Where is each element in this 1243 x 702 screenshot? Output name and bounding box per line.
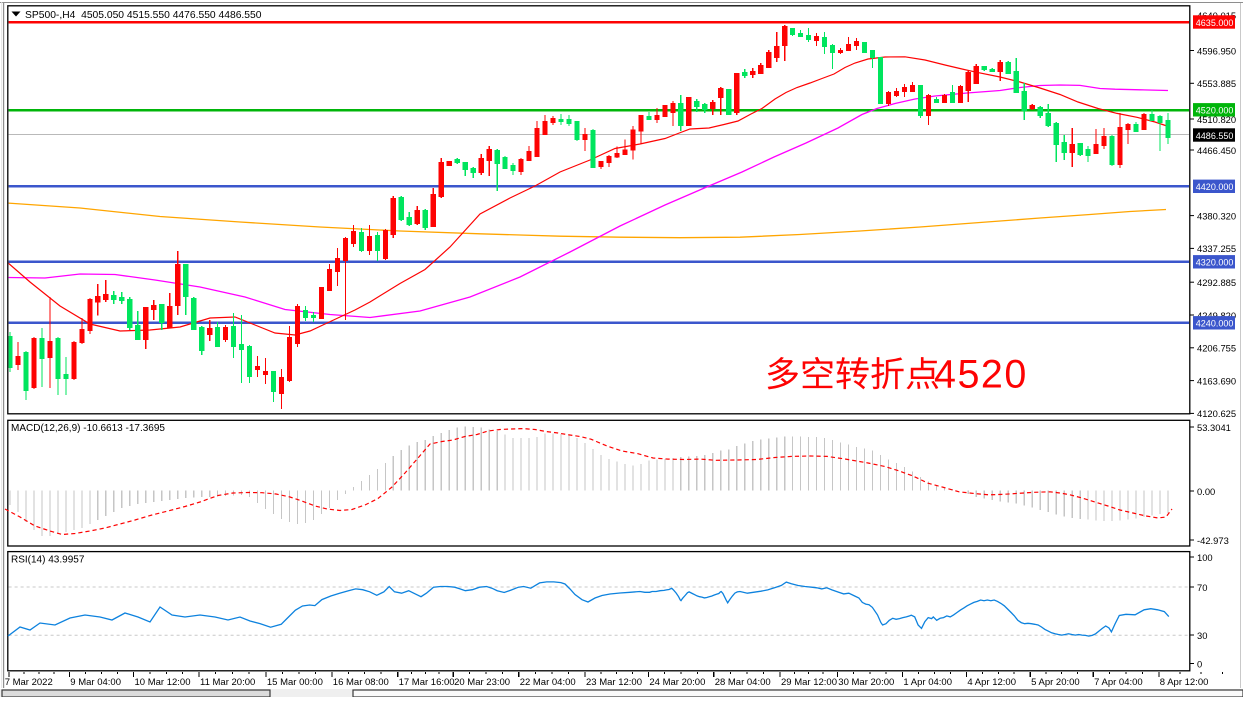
svg-text:4206.755: 4206.755 bbox=[1197, 343, 1236, 354]
svg-text:RSI(14) 43.9957: RSI(14) 43.9957 bbox=[11, 555, 85, 566]
svg-text:4 Apr 12:00: 4 Apr 12:00 bbox=[967, 677, 1016, 688]
svg-text:MACD(12,26,9) -10.6613 -17.369: MACD(12,26,9) -10.6613 -17.3695 bbox=[11, 423, 165, 434]
svg-text:23 Mar 12:00: 23 Mar 12:00 bbox=[586, 677, 642, 688]
svg-text:30: 30 bbox=[1197, 630, 1207, 641]
svg-text:9 Mar 04:00: 9 Mar 04:00 bbox=[70, 677, 121, 688]
svg-text:4420.000: 4420.000 bbox=[1196, 182, 1234, 192]
svg-text:4466.450: 4466.450 bbox=[1197, 145, 1236, 156]
svg-text:5 Apr 20:00: 5 Apr 20:00 bbox=[1031, 677, 1080, 688]
svg-text:4320.000: 4320.000 bbox=[1196, 258, 1234, 268]
svg-text:20 Mar 23:00: 20 Mar 23:00 bbox=[454, 677, 510, 688]
svg-text:29 Mar 12:00: 29 Mar 12:00 bbox=[781, 677, 837, 688]
svg-text:100: 100 bbox=[1197, 552, 1213, 563]
svg-text:10 Mar 12:00: 10 Mar 12:00 bbox=[135, 677, 191, 688]
svg-text:-42.973: -42.973 bbox=[1197, 535, 1229, 546]
svg-text:22 Mar 04:00: 22 Mar 04:00 bbox=[520, 677, 576, 688]
svg-text:4553.885: 4553.885 bbox=[1197, 78, 1236, 89]
svg-text:4520: 4520 bbox=[934, 353, 1028, 397]
svg-text:4635.000: 4635.000 bbox=[1196, 18, 1234, 28]
svg-text:4292.885: 4292.885 bbox=[1197, 277, 1236, 288]
svg-text:4120.625: 4120.625 bbox=[1197, 408, 1236, 419]
svg-text:4520.000: 4520.000 bbox=[1196, 106, 1234, 116]
svg-text:16 Mar 08:00: 16 Mar 08:00 bbox=[333, 677, 389, 688]
svg-text:4380.320: 4380.320 bbox=[1197, 210, 1236, 221]
svg-text:4486.550: 4486.550 bbox=[1196, 131, 1234, 141]
svg-text:53.3041: 53.3041 bbox=[1197, 422, 1231, 433]
svg-text:4240.000: 4240.000 bbox=[1196, 319, 1234, 329]
svg-text:7 Mar 2022: 7 Mar 2022 bbox=[5, 677, 53, 688]
svg-text:1 Apr 04:00: 1 Apr 04:00 bbox=[903, 677, 952, 688]
svg-text:7 Apr 04:00: 7 Apr 04:00 bbox=[1094, 677, 1143, 688]
svg-text:4163.690: 4163.690 bbox=[1197, 375, 1236, 386]
svg-text:4337.255: 4337.255 bbox=[1197, 243, 1236, 254]
svg-text:17 Mar 16:00: 17 Mar 16:00 bbox=[399, 677, 455, 688]
svg-text:4596.950: 4596.950 bbox=[1197, 45, 1236, 56]
svg-text:28 Mar 04:00: 28 Mar 04:00 bbox=[715, 677, 771, 688]
svg-text:15 Mar 00:00: 15 Mar 00:00 bbox=[267, 677, 323, 688]
svg-text:24 Mar 20:00: 24 Mar 20:00 bbox=[649, 677, 705, 688]
svg-text:SP500-,H4 4505.050 4515.550 4: SP500-,H4 4505.050 4515.550 4476.550 448… bbox=[25, 10, 262, 21]
svg-text:8 Apr 12:00: 8 Apr 12:00 bbox=[1160, 677, 1209, 688]
svg-text:30 Mar 20:00: 30 Mar 20:00 bbox=[838, 677, 894, 688]
svg-text:11 Mar 20:00: 11 Mar 20:00 bbox=[200, 677, 255, 688]
svg-text:0.00: 0.00 bbox=[1197, 486, 1215, 497]
svg-text:0: 0 bbox=[1197, 658, 1202, 669]
svg-text:70: 70 bbox=[1197, 582, 1207, 593]
